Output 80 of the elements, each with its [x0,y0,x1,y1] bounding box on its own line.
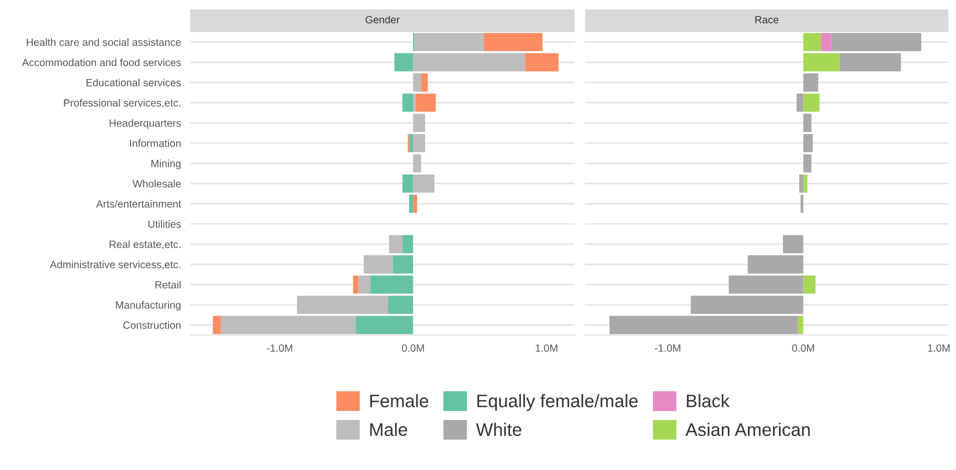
bar [413,134,426,152]
y-tick-label: Health care and social assistance [26,38,181,46]
bar [414,32,484,52]
bar [782,235,804,254]
bar [413,194,418,213]
bar [690,296,804,314]
y-tick-label: Headerquarters [110,119,181,129]
bar [413,174,434,193]
bar [609,316,798,334]
bar [353,275,358,294]
legend-label: Female [370,394,428,408]
bar [803,275,816,294]
y-tick-label: Manufacturing [116,301,181,311]
legend-label: Equally female/male [477,394,638,411]
bar [413,73,422,92]
bar [416,94,436,112]
bar [803,154,812,172]
bar [525,53,559,72]
y-tick-label: Utilities [148,220,181,228]
x-tick-label: 0.0M [402,344,424,352]
bar [832,32,922,52]
bar [799,174,804,193]
bar [402,94,414,112]
x-tick-label: -1.0M [654,344,680,352]
chart-title: Race [755,16,778,24]
x-tick-label: 1.0M [928,344,950,352]
bar [358,275,370,294]
bar [803,32,821,52]
x-tick-label: 0.0M [792,344,814,352]
y-tick-label: Accommodation and food services [22,58,181,66]
bar [212,316,221,334]
y-tick-label: Arts/entertainment [96,200,182,208]
bar [389,235,402,254]
bar [803,53,840,72]
legend-label: Male [370,422,408,436]
bar [840,53,901,72]
bar [803,94,820,112]
bar [413,154,422,172]
bar [220,316,356,334]
bar [388,296,414,314]
x-tick-label: -1.0M [266,344,292,352]
bar [413,114,426,132]
y-tick-label: Mining [151,160,181,170]
bar [393,255,414,274]
x-tick-label: 1.0M [536,344,558,352]
y-tick-label: Retail [155,280,181,288]
y-tick-label: Real estate,etc. [110,240,180,250]
bar [402,235,414,254]
legend-label: Black [686,394,730,408]
bar [364,255,394,274]
bar [394,53,414,72]
bar [820,32,832,52]
bar [484,32,543,52]
y-tick-label: Educational services [86,78,181,86]
bar [356,316,414,334]
bar [421,73,428,92]
bar [413,94,416,112]
bar [409,194,414,213]
bar [402,174,414,193]
bar [296,296,388,314]
bar [803,73,818,92]
bar [796,94,804,112]
bar [803,114,812,132]
y-tick-label: Information [130,139,181,147]
bar [748,255,804,274]
legend-label: Asian American [685,422,810,436]
bar [413,53,526,72]
bar [800,194,804,213]
bar [370,275,414,294]
bar [803,174,808,193]
bar [803,134,813,152]
y-tick-label: Administrative servicess,etc. [50,260,180,270]
bar [798,316,804,334]
y-tick-label: Professional services,etc. [64,98,180,108]
legend-label: White [476,422,522,436]
bar [409,134,414,152]
bar [728,275,804,294]
y-tick-label: Wholesale [132,180,181,188]
y-tick-label: Construction [123,321,181,329]
chart-title: Gender [366,16,400,24]
